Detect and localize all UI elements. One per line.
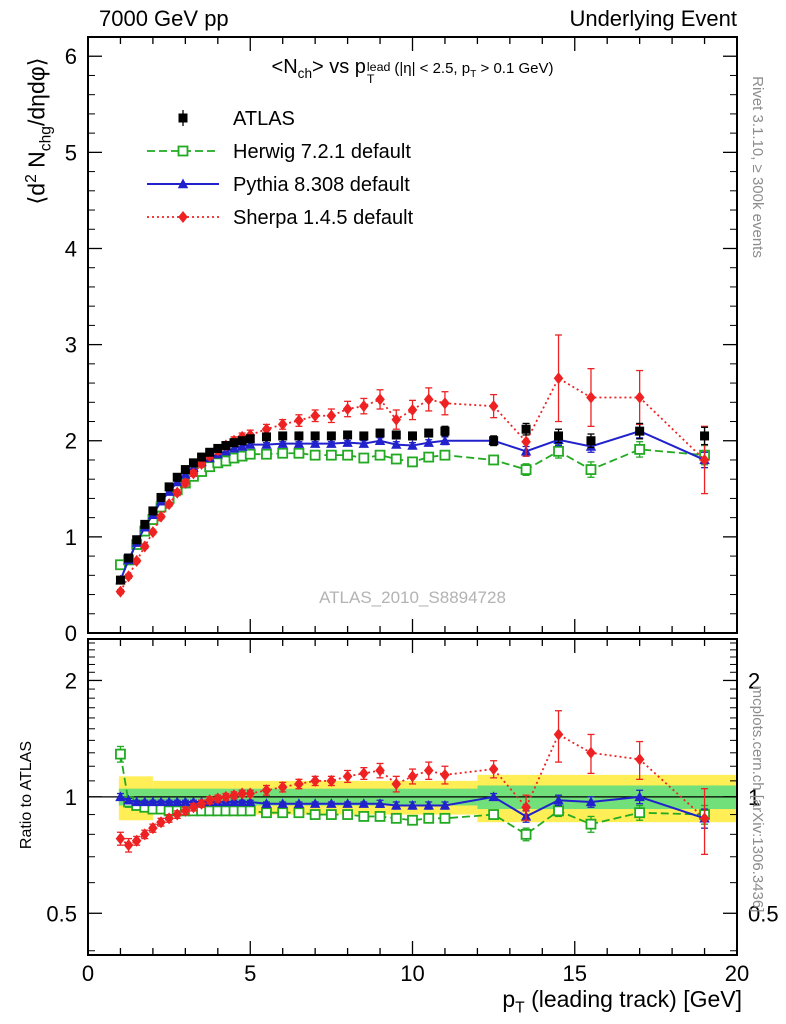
legend: ATLAS Herwig 7.2.1 default Pythia 8.308 de… [147,108,414,229]
legend-item-atlas: ATLAS [178,108,295,130]
ratio-tick-label-left: 2 [65,668,77,693]
y-label-superscript: 2 [23,174,40,183]
plot-title-main: <Nch> vs p lead T [271,56,391,86]
ratio-tick-label-left: 1 [65,785,77,810]
ratio-tick-label-right: 1 [748,785,760,810]
legend-label: Pythia 8.308 default [233,174,410,196]
y-tick-label-main: 3 [65,333,77,358]
legend-label: ATLAS [233,108,295,130]
y-tick-label-main: 5 [65,140,77,165]
legend-label: Sherpa 1.4.5 default [233,207,414,229]
y-tick-label-main: 1 [65,525,77,550]
analysis-id-watermark: ATLAS_2010_S8894728 [319,588,506,607]
y-tick-label-main: 4 [65,236,77,261]
x-axis-label: pT (leading track) [GeV] [502,986,742,1017]
x-tick-label: 15 [563,961,587,986]
x-tick-label: 0 [82,961,94,986]
series-layer [115,334,710,856]
x-tick-label: 5 [244,961,256,986]
y-tick-label-main: 2 [65,429,77,454]
y-label-subscript: chg [37,126,55,152]
y-axis-label-main: ⟨d2 Nchg/dηdφ⟩ [23,57,55,205]
series-atlas-main [115,422,710,585]
y-tick-label-main: 0 [65,621,77,646]
mcplots-credit-label: mcplots.cern.ch [arXiv:1306.3436] [749,685,766,913]
series-sherpa-1-4-5-default-main [115,334,710,598]
series-pythia-8-308-default-main [115,423,710,585]
ratio-tick-label-left: 0.5 [46,901,77,926]
beam-energy-label: 7000 GeV pp [99,6,229,31]
x-tick-label: 10 [400,961,424,986]
legend-label: Herwig 7.2.1 default [233,141,411,163]
analysis-group-label: Underlying Event [569,6,737,31]
ratio-tick-label-right: 0.5 [748,901,779,926]
title-pt-lead-stack: lead T [366,60,391,86]
series-sherpa-1-4-5-default-ratio [115,710,710,856]
main-panel-frame [87,36,738,634]
legend-item-pythia-8-308-default: Pythia 8.308 default [147,174,410,196]
legend-item-herwig-7-2-1-default: Herwig 7.2.1 default [147,141,411,163]
x-label-subscript: T [515,999,525,1017]
plot-title-cuts: (|η| < 2.5, pT > 0.1 GeV) [394,60,554,80]
plot-title: <Nch> vs p lead T (|η| < 2.5, pT > 0.1 GeV) [88,56,737,86]
rivet-version-label: Rivet 3.1.10, ≥ 300k events [749,76,766,258]
y-axis-label-ratio: Ratio to ATLAS [18,740,35,850]
title-subscript-nch: ch [297,66,312,81]
legend-item-sherpa-1-4-5-default: Sherpa 1.4.5 default [147,207,414,229]
ratio-tick-label-right: 2 [748,668,760,693]
x-tick-label: 20 [725,961,749,986]
y-tick-label-main: 6 [65,44,77,69]
